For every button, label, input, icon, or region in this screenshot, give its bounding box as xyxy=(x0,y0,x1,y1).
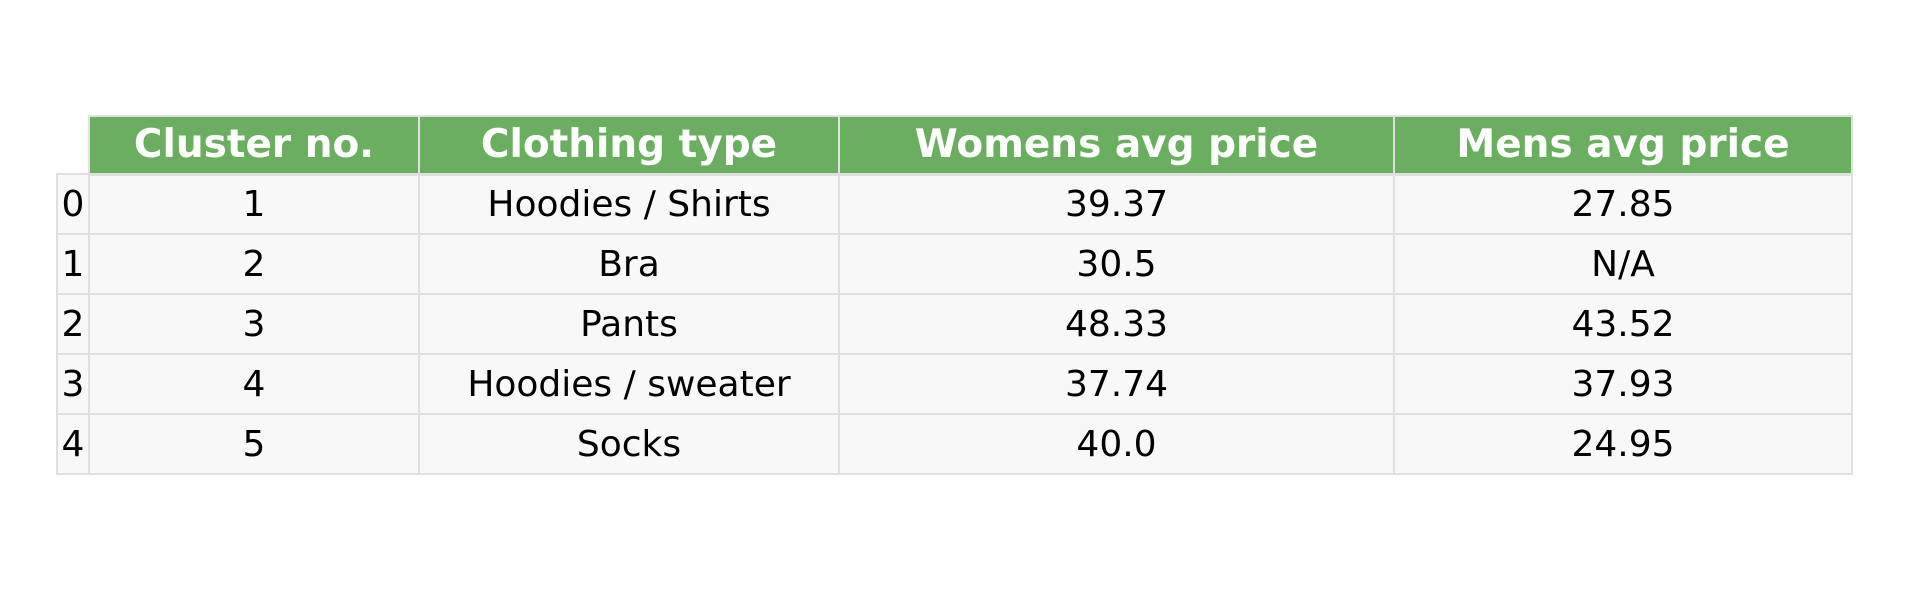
cell-womens-avg-price: 39.37 xyxy=(838,173,1395,235)
row-index: 0 xyxy=(56,173,90,235)
cell-womens-avg-price: 48.33 xyxy=(838,293,1395,355)
cell-mens-avg-price: N/A xyxy=(1393,233,1853,295)
column-header-womens-avg-price: Womens avg price xyxy=(838,115,1395,176)
cell-womens-avg-price: 40.0 xyxy=(838,413,1395,475)
table-row: 3 4 Hoodies / sweater 37.74 37.93 xyxy=(56,353,1853,415)
table-row: 2 3 Pants 48.33 43.52 xyxy=(56,293,1853,355)
cell-mens-avg-price: 27.85 xyxy=(1393,173,1853,235)
table-header-row: Cluster no. Clothing type Womens avg pri… xyxy=(57,115,1853,176)
cell-clothing-type: Socks xyxy=(418,413,840,475)
cell-clothing-type: Pants xyxy=(418,293,840,355)
row-index: 3 xyxy=(56,353,90,415)
cell-cluster-no: 5 xyxy=(88,413,420,475)
table-row: 1 2 Bra 30.5 N/A xyxy=(56,233,1853,295)
cell-cluster-no: 4 xyxy=(88,353,420,415)
cell-clothing-type: Hoodies / sweater xyxy=(418,353,840,415)
cell-clothing-type: Hoodies / Shirts xyxy=(418,173,840,235)
column-header-cluster-no: Cluster no. xyxy=(88,115,420,176)
cell-cluster-no: 3 xyxy=(88,293,420,355)
column-header-clothing-type: Clothing type xyxy=(418,115,840,176)
cell-cluster-no: 2 xyxy=(88,233,420,295)
cell-clothing-type: Bra xyxy=(418,233,840,295)
cell-mens-avg-price: 43.52 xyxy=(1393,293,1853,355)
table-row: 0 1 Hoodies / Shirts 39.37 27.85 xyxy=(56,173,1853,235)
index-header-corner xyxy=(57,116,90,174)
cell-mens-avg-price: 24.95 xyxy=(1393,413,1853,475)
cell-cluster-no: 1 xyxy=(88,173,420,235)
column-header-mens-avg-price: Mens avg price xyxy=(1393,115,1853,176)
table-row: 4 5 Socks 40.0 24.95 xyxy=(56,413,1853,475)
row-index: 2 xyxy=(56,293,90,355)
row-index: 1 xyxy=(56,233,90,295)
cell-womens-avg-price: 37.74 xyxy=(838,353,1395,415)
cell-mens-avg-price: 37.93 xyxy=(1393,353,1853,415)
cell-womens-avg-price: 30.5 xyxy=(838,233,1395,295)
data-table: Cluster no. Clothing type Womens avg pri… xyxy=(56,115,1853,475)
row-index: 4 xyxy=(56,413,90,475)
data-table-container: Cluster no. Clothing type Womens avg pri… xyxy=(56,115,1853,475)
